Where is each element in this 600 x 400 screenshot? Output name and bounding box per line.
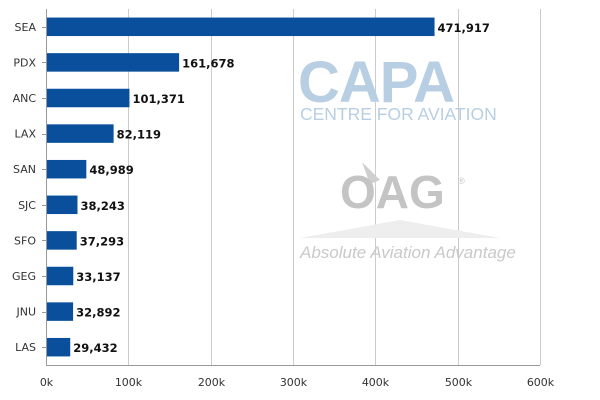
- category-label-sjc: SJC: [18, 199, 36, 212]
- bar-san: [47, 159, 87, 179]
- category-label-geg: GEG: [12, 270, 36, 283]
- capa-subtitle-watermark: CENTRE FOR AVIATION: [300, 104, 497, 124]
- bar-geg: [47, 266, 74, 286]
- bar-lax: [47, 124, 114, 143]
- value-label-san: 48,989: [89, 163, 133, 177]
- labels-layer: 471,917 161,678 101,371 82,119 48,989 38,243 3…: [73, 21, 490, 355]
- x-tick-label-3: 300k: [280, 376, 308, 389]
- bar-sjc: [47, 195, 78, 215]
- category-label-sfo: SFO: [14, 234, 36, 247]
- bar-pdx: [47, 53, 180, 72]
- bar-sfo: [47, 231, 77, 250]
- oag-logo-watermark: OAG: [340, 166, 445, 218]
- x-tick-label-4: 400k: [362, 376, 390, 389]
- category-label-sea: SEA: [15, 21, 37, 34]
- x-tick-label-0: 0k: [40, 376, 54, 389]
- capa-logo-watermark: CAPA: [298, 50, 454, 115]
- x-tick-label-1: 100k: [115, 376, 143, 389]
- value-label-sea: 471,917: [438, 21, 490, 35]
- value-label-lax: 82,119: [117, 128, 161, 142]
- oag-swoosh-icon: [362, 162, 380, 184]
- x-tick-label-2: 200k: [198, 376, 226, 389]
- category-label-san: SAN: [13, 163, 36, 176]
- bars-layer: [47, 17, 435, 357]
- grid-layer: [128, 9, 541, 365]
- value-label-las: 29,432: [73, 341, 117, 355]
- bar-jnu: [47, 302, 74, 321]
- x-tick-label-6: 600k: [527, 376, 555, 389]
- watermark-layer: CAPA CENTRE FOR AVIATION OAG ® Absolute …: [298, 50, 516, 262]
- category-label-pdx: PDX: [13, 56, 36, 69]
- oag-tagline-watermark: Absolute Aviation Advantage: [299, 243, 516, 262]
- bar-sea: [47, 17, 435, 37]
- bar-las: [47, 337, 71, 357]
- x-tick-label-5: 500k: [445, 376, 473, 389]
- category-label-anc: ANC: [13, 92, 37, 105]
- bar-anc: [47, 88, 130, 108]
- category-label-jnu: JNU: [15, 306, 36, 319]
- oag-divider-icon: [300, 220, 500, 238]
- value-label-geg: 33,137: [76, 270, 120, 284]
- axis-layer: 0k 100k 200k 300k 400k 500k 600k SEA PDX ANC LAX SA…: [12, 9, 555, 389]
- value-label-sjc: 38,243: [80, 199, 124, 213]
- category-label-lax: LAX: [15, 128, 37, 141]
- registered-mark-icon: ®: [458, 176, 465, 186]
- category-label-las: LAS: [15, 341, 36, 354]
- value-label-jnu: 32,892: [76, 306, 120, 320]
- value-label-anc: 101,371: [132, 92, 184, 106]
- value-label-sfo: 37,293: [80, 234, 124, 248]
- value-label-pdx: 161,678: [182, 56, 234, 70]
